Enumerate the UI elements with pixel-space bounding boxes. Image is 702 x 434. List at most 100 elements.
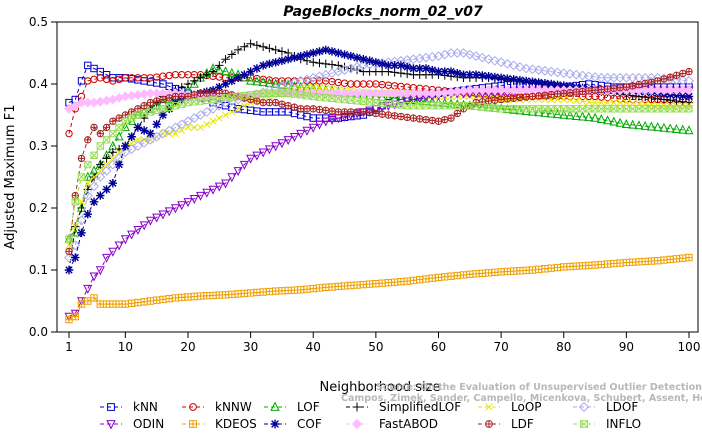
data-point-cof	[114, 160, 124, 169]
data-point-loop	[140, 136, 148, 144]
data-point-ldf	[284, 102, 292, 110]
data-point-loop	[234, 105, 242, 113]
data-point-odin	[145, 216, 155, 226]
data-point-ldf	[578, 87, 587, 96]
legend-item-fastabod: FastABOD	[346, 417, 438, 431]
data-point-lof	[565, 110, 575, 120]
data-point-ldf	[597, 85, 606, 94]
data-point-kdeos	[616, 259, 624, 267]
data-point-odin	[108, 247, 118, 257]
data-point-ldof	[95, 172, 106, 182]
data-point-odin	[308, 123, 318, 133]
data-point-lof	[552, 109, 562, 119]
data-point-kdeos	[221, 291, 230, 299]
data-point-odin	[289, 133, 299, 143]
data-point-ldf	[560, 89, 568, 97]
data-point-lof	[258, 77, 268, 87]
data-point-kdeos	[509, 267, 518, 275]
legend-marker	[485, 420, 493, 428]
data-point-inflo	[134, 111, 142, 119]
data-point-ldf	[453, 109, 461, 118]
data-point-knnw	[102, 75, 111, 84]
data-point-loop	[572, 97, 580, 105]
legend-marker	[270, 419, 280, 429]
data-point-cof	[453, 68, 462, 78]
data-point-kdeos	[597, 260, 606, 269]
data-point-simplifiedlof	[215, 61, 224, 70]
legend-item-ldf: LDF	[478, 417, 534, 431]
data-point-cof	[321, 45, 330, 55]
legend-marker	[580, 420, 588, 428]
data-point-ldf	[209, 89, 217, 97]
data-point-loop	[190, 123, 198, 131]
data-point-cof	[377, 59, 387, 69]
data-point-lof	[678, 124, 688, 134]
data-point-ldof	[552, 67, 563, 78]
data-point-odin	[221, 179, 231, 189]
data-point-lof	[540, 107, 550, 117]
data-point-cof	[246, 67, 255, 76]
data-point-cof	[71, 253, 80, 262]
data-point-kdeos	[491, 268, 499, 277]
x-tick-label: 80	[556, 340, 571, 354]
data-point-kdeos	[271, 287, 280, 295]
data-point-kdeos	[146, 297, 155, 305]
data-point-ldf	[653, 77, 662, 85]
data-point-ldof	[70, 240, 81, 251]
data-point-odin	[170, 204, 180, 214]
data-point-simplifiedlof	[233, 45, 243, 55]
data-point-loop	[566, 96, 574, 104]
data-point-ldf	[259, 98, 267, 107]
data-point-loop	[178, 126, 186, 135]
data-point-loop	[597, 99, 605, 107]
data-point-cof	[296, 51, 305, 61]
data-point-ldf	[84, 136, 92, 144]
data-point-simplifiedlof	[102, 154, 111, 163]
data-point-ldf	[610, 84, 618, 92]
data-point-inflo	[152, 106, 161, 115]
data-point-loop	[84, 179, 92, 187]
data-point-ldof	[458, 48, 469, 58]
x-tick-label: 30	[243, 340, 258, 354]
y-tick-label: 0.2	[29, 201, 48, 215]
data-point-ldf	[171, 92, 180, 101]
x-tick-label: 10	[118, 340, 133, 354]
data-point-loop	[535, 95, 543, 104]
data-point-ldof	[195, 110, 206, 120]
y-axis: 0.0 0.1 0.2 0.3 0.4 0.5	[29, 15, 57, 339]
data-point-kdeos	[472, 270, 480, 278]
legend-item-cof: COF	[264, 417, 322, 431]
data-point-ldf	[134, 105, 142, 113]
data-point-kdeos	[309, 284, 317, 293]
data-point-kdeos	[134, 298, 142, 307]
legend-label: INFLO	[606, 417, 641, 431]
data-point-odin	[258, 148, 268, 158]
data-point-lof	[152, 100, 162, 110]
data-point-cof	[409, 64, 418, 73]
data-point-kdeos	[203, 292, 211, 300]
data-point-ldf	[403, 113, 411, 121]
data-point-odin	[114, 241, 124, 251]
legend-marker	[189, 403, 197, 411]
data-point-cof	[402, 62, 412, 72]
data-point-ldof	[76, 215, 87, 226]
data-point-simplifiedlof	[227, 50, 237, 59]
data-point-ldf	[253, 97, 261, 105]
data-point-kdeos	[566, 262, 574, 271]
data-point-lof	[571, 110, 581, 120]
plot-area	[64, 39, 694, 324]
data-point-knnw	[115, 75, 123, 84]
data-point-kdeos	[603, 260, 612, 268]
data-point-ldf	[196, 89, 205, 97]
data-point-kdeos	[121, 300, 130, 308]
data-point-odin	[271, 142, 281, 152]
data-point-ldf	[534, 92, 543, 100]
y-axis-title: Adjusted Maximum F1	[3, 105, 18, 250]
data-point-loop	[578, 97, 587, 105]
data-point-cof	[139, 126, 149, 135]
data-point-ldf	[497, 95, 505, 104]
data-point-ldf	[71, 191, 79, 200]
data-point-cof	[540, 79, 550, 88]
data-point-lof	[127, 115, 137, 125]
data-point-ldf	[547, 90, 555, 99]
